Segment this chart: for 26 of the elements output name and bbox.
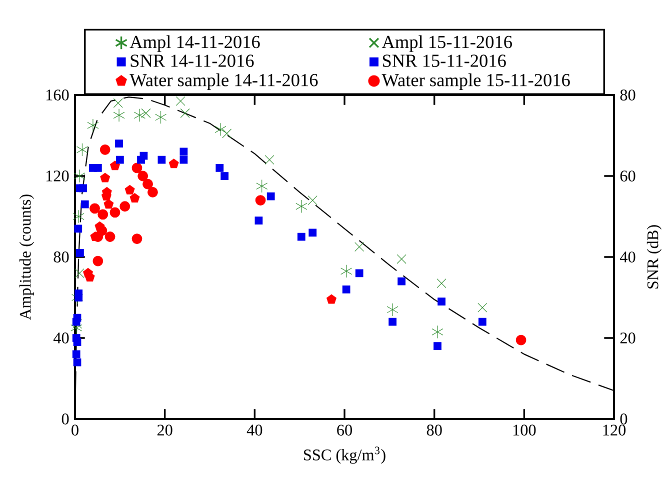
y2-tick-label: 60 [620,170,636,182]
legend-label: Water sample 15-11-2016 [382,73,570,90]
y-axis-title: Amplitude (counts) [19,194,34,320]
x-tick-label: 120 [603,424,626,436]
legend-label: SNR 14-11-2016 [130,54,254,67]
x-tick-label: 60 [337,424,352,436]
x-tick-label: 80 [426,424,442,436]
x-axis-title: SSC (kg/m$^{3}$) [304,446,386,464]
y-tick-label: 40 [53,332,69,344]
y2-tick-label: 80 [620,90,636,100]
y2-tick-label: 40 [620,252,636,262]
x-tick-label: 20 [157,424,172,436]
y2-tick-label: 0 [620,414,628,424]
y2-axis-title: SNR (dB) [646,225,662,288]
legend-label: SNR 15-11-2016 [382,54,506,67]
y2-tick-label: 20 [620,332,636,344]
legend-label: Ampl 15-11-2016 [382,35,512,52]
x-tick-label: 0 [72,424,78,436]
x-tick-label: 40 [246,424,262,436]
x-tick-label: 100 [513,424,536,436]
y-tick-label: 0 [62,414,69,424]
y-tick-label: 120 [46,170,69,182]
legend-label: Ampl 14-11-2016 [130,35,260,52]
y-tick-label: 80 [54,252,69,262]
y-tick-label: 160 [46,90,69,100]
legend-label: Water sample 14-11-2016 [130,73,318,90]
